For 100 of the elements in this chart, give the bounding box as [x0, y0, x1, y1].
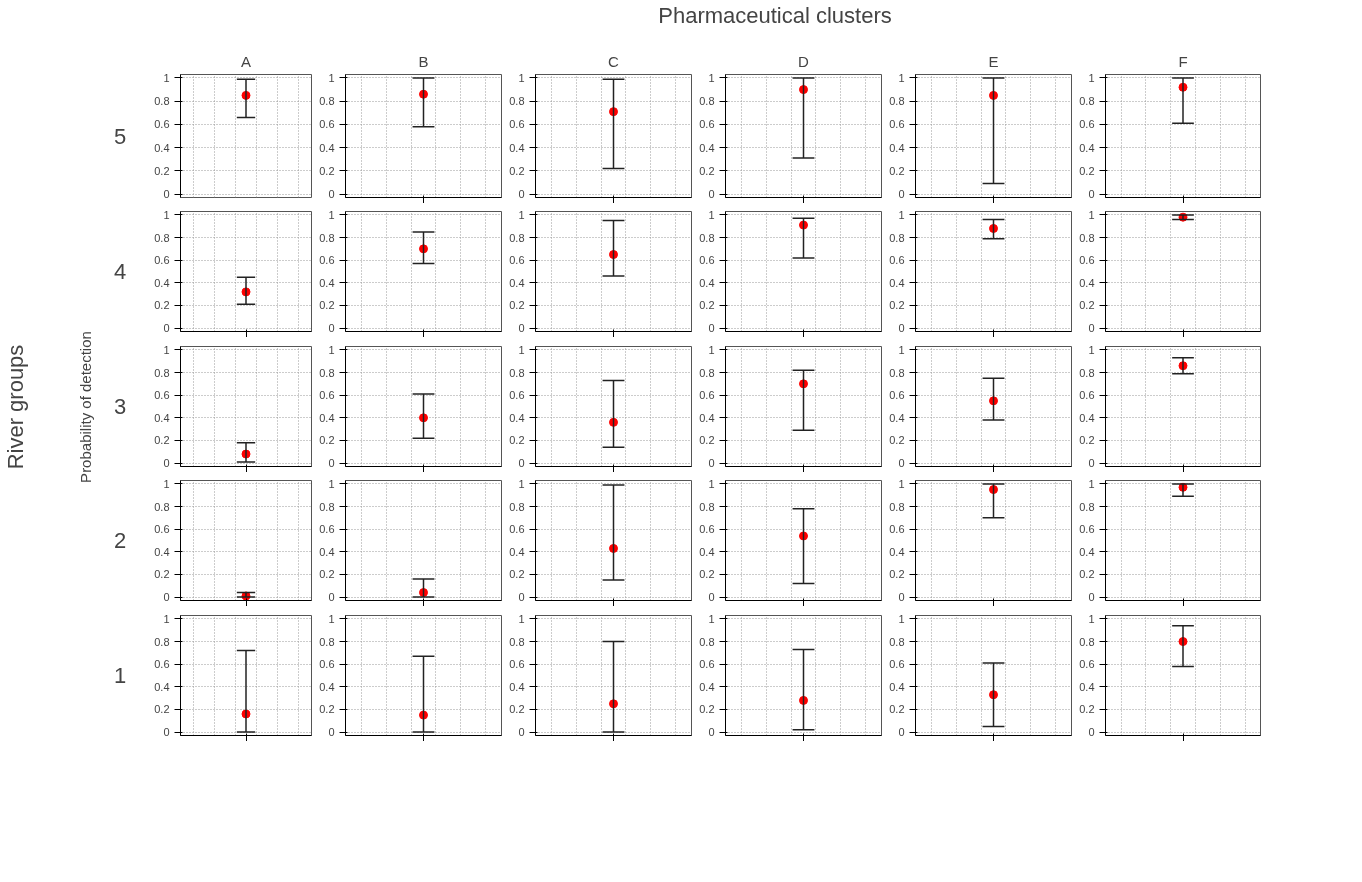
y-tick-label: 0.8: [154, 366, 170, 379]
y-tick-label: 0: [518, 456, 525, 469]
y-tick-label: 1: [1088, 478, 1095, 491]
y-tick-label: 0.2: [699, 434, 715, 447]
y-tick-label: 0: [518, 725, 525, 738]
y-tick-label: 0.2: [319, 703, 335, 716]
y-tick-label: 0.6: [154, 254, 170, 267]
y-tick-label: 0: [1088, 456, 1095, 469]
y-tick-label: 0: [1088, 591, 1095, 604]
y-tick-label: 0.6: [509, 523, 525, 536]
y-tick-label: 0: [328, 591, 335, 604]
y-tick-label: 0.4: [319, 411, 335, 424]
y-tick-label: 1: [328, 209, 335, 222]
y-tick-label: 1: [1088, 612, 1095, 625]
y-tick-label: 0.6: [154, 523, 170, 536]
y-tick-label: 0.2: [154, 703, 170, 716]
y-tick-label: 0.2: [889, 703, 905, 716]
y-tick-label: 0.2: [509, 299, 525, 312]
text: River groups: [3, 344, 28, 470]
y-tick-label: 1: [898, 71, 905, 84]
y-tick-label: 0.6: [154, 388, 170, 401]
y-tick-label: 0.6: [509, 657, 525, 670]
y-tick-label: 0.4: [154, 680, 170, 693]
y-tick-label: 1: [163, 343, 170, 356]
y-tick-label: 0.6: [319, 118, 335, 131]
y-tick-label: 0.6: [154, 118, 170, 131]
y-tick-label: 0: [1088, 322, 1095, 335]
y-tick-label: 0.2: [154, 299, 170, 312]
y-tick-label: 0.2: [319, 568, 335, 581]
y-axis-title: 4: [113, 259, 127, 285]
y-tick-label: 0: [898, 591, 905, 604]
y-tick-label: 0.4: [154, 141, 170, 154]
chart-title: D: [798, 52, 810, 70]
y-tick-label: 0.6: [509, 388, 525, 401]
y-tick-label: 1: [518, 209, 525, 222]
y-tick-label: 0: [708, 725, 715, 738]
y-tick-label: 0.8: [509, 635, 525, 648]
y-tick-label: 0: [708, 456, 715, 469]
y-tick-label: 1: [708, 343, 715, 356]
y-tick-label: 0.6: [1079, 118, 1095, 131]
y-tick-label: 1: [708, 478, 715, 491]
y-tick-label: 1: [328, 71, 335, 84]
y-tick-label: 0: [328, 322, 335, 335]
y-tick-label: 0.2: [889, 299, 905, 312]
y-tick-label: 1: [163, 612, 170, 625]
y-tick-label: 0.8: [319, 635, 335, 648]
y-tick-label: 0.6: [1079, 254, 1095, 267]
y-tick-label: 0: [1088, 725, 1095, 738]
y-tick-label: 0: [163, 725, 170, 738]
y-tick-label: 0.6: [699, 118, 715, 131]
y-tick-label: 0.2: [889, 568, 905, 581]
y-tick-label: 0.8: [154, 231, 170, 244]
chart-title: A: [241, 52, 252, 70]
y-tick-label: 1: [163, 71, 170, 84]
y-axis-title: 2: [113, 528, 127, 554]
y-tick-label: 0.6: [319, 523, 335, 536]
y-tick-label: 0.4: [509, 680, 525, 693]
y-tick-label: 0.6: [1079, 657, 1095, 670]
y-tick-label: 0.4: [699, 411, 715, 424]
y-tick-label: 0.8: [1079, 366, 1095, 379]
y-tick-label: 0: [898, 456, 905, 469]
y-tick-label: 0.6: [889, 523, 905, 536]
y-tick-label: 0.4: [509, 141, 525, 154]
y-tick-label: 0.6: [319, 657, 335, 670]
y-tick-label: 0.8: [1079, 635, 1095, 648]
y-tick-label: 0: [708, 322, 715, 335]
y-tick-label: 0.4: [319, 546, 335, 559]
y-tick-label: 0.2: [319, 434, 335, 447]
y-tick-label: 0.2: [154, 164, 170, 177]
y-tick-label: 0: [163, 188, 170, 201]
y-tick-label: 1: [898, 343, 905, 356]
y-tick-label: 1: [708, 71, 715, 84]
y-tick-label: 1: [1088, 71, 1095, 84]
y-tick-label: 0.4: [699, 277, 715, 290]
y-tick-label: 0: [898, 188, 905, 201]
y-tick-label: 0.2: [1079, 434, 1095, 447]
y-tick-label: 1: [708, 612, 715, 625]
y-tick-label: 0.4: [889, 680, 905, 693]
y-tick-label: 0.8: [1079, 231, 1095, 244]
y-tick-label: 0.8: [509, 231, 525, 244]
y-tick-label: 1: [328, 478, 335, 491]
y-tick-label: 0.4: [319, 680, 335, 693]
y-tick-label: 0.4: [699, 141, 715, 154]
y-tick-label: 0.2: [699, 703, 715, 716]
y-tick-label: 0: [163, 322, 170, 335]
y-tick-label: 0.2: [699, 299, 715, 312]
y-tick-label: 1: [518, 478, 525, 491]
y-tick-label: 0.6: [154, 657, 170, 670]
y-tick-label: 0.2: [699, 164, 715, 177]
y-tick-label: 0.6: [699, 254, 715, 267]
y-tick-label: 0.8: [889, 635, 905, 648]
y-tick-label: 0.2: [509, 703, 525, 716]
y-tick-label: 0: [518, 322, 525, 335]
y-tick-label: 0.6: [889, 118, 905, 131]
y-tick-label: 0.4: [1079, 141, 1095, 154]
y-tick-label: 0.4: [509, 277, 525, 290]
y-tick-label: 0.2: [154, 568, 170, 581]
y-tick-label: 0.4: [154, 546, 170, 559]
y-tick-label: 0.6: [509, 254, 525, 267]
y-tick-label: 0: [708, 591, 715, 604]
